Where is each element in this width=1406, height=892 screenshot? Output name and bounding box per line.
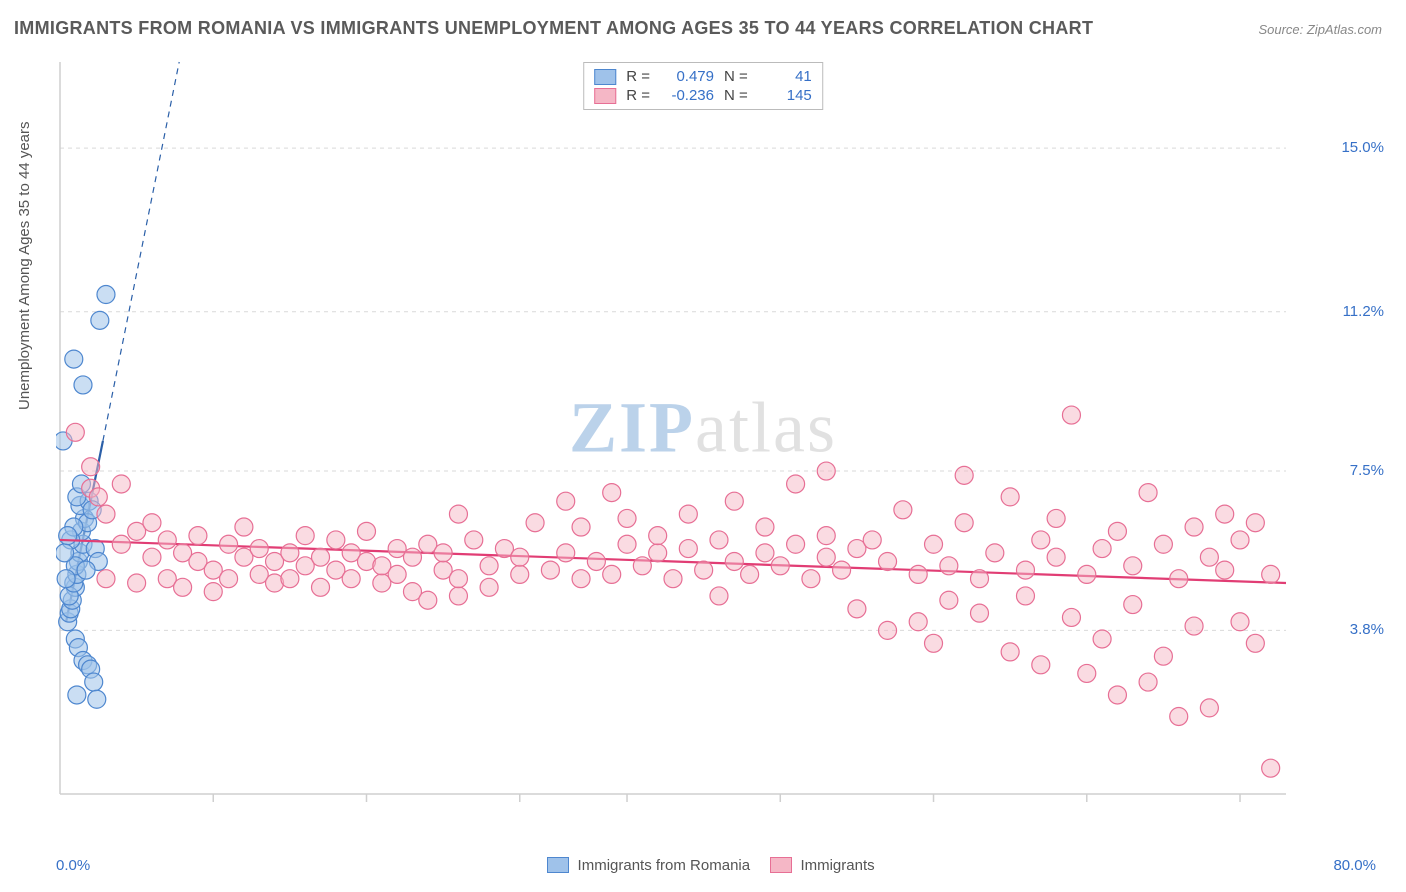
chart-plot-area bbox=[56, 58, 1336, 818]
swatch-pink-icon bbox=[594, 88, 616, 104]
scatter-plot bbox=[56, 58, 1336, 818]
y-tick-label: 15.0% bbox=[1341, 139, 1384, 156]
chart-title: IMMIGRANTS FROM ROMANIA VS IMMIGRANTS UN… bbox=[14, 18, 1093, 39]
legend-row-blue: R = 0.479 N = 41 bbox=[594, 67, 812, 86]
correlation-legend: R = 0.479 N = 41 R = -0.236 N = 145 bbox=[583, 62, 823, 110]
swatch-blue-icon bbox=[547, 857, 569, 873]
y-tick-label: 7.5% bbox=[1350, 462, 1384, 479]
y-tick-label: 11.2% bbox=[1343, 303, 1384, 320]
y-axis-label: Unemployment Among Ages 35 to 44 years bbox=[16, 121, 33, 410]
legend-label-pink: Immigrants bbox=[800, 857, 874, 874]
x-axis-legend: Immigrants from Romania Immigrants bbox=[0, 857, 1406, 874]
swatch-blue-icon bbox=[594, 69, 616, 85]
y-tick-label: 3.8% bbox=[1350, 621, 1384, 638]
legend-row-pink: R = -0.236 N = 145 bbox=[594, 86, 812, 105]
source-attribution: Source: ZipAtlas.com bbox=[1258, 22, 1382, 37]
legend-label-blue: Immigrants from Romania bbox=[578, 857, 751, 874]
swatch-pink-icon bbox=[770, 857, 792, 873]
